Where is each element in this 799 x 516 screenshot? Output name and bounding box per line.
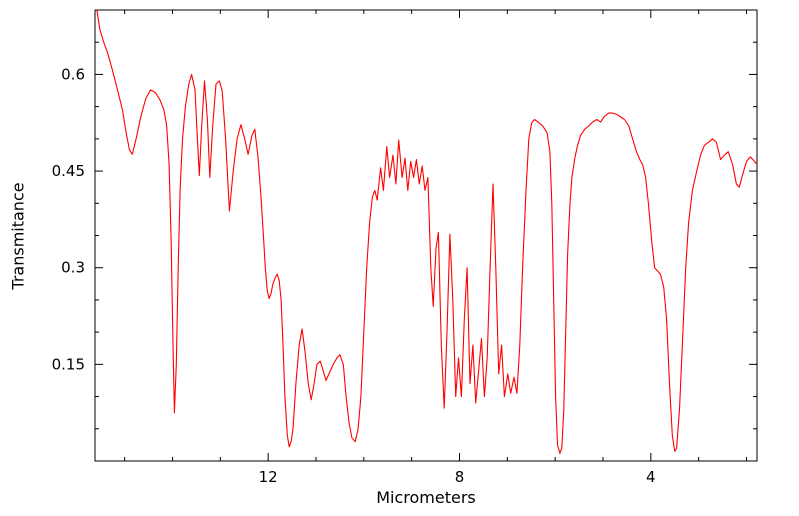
y-tick-label: 0.15	[52, 355, 85, 373]
y-tick-label: 0.45	[52, 162, 85, 180]
x-axis-label: Micrometers	[376, 488, 476, 507]
x-tick-label: 4	[646, 468, 656, 486]
plot-border	[94, 9, 758, 462]
y-tick-label: 0.6	[61, 65, 85, 83]
transmittance-spectrum-line	[96, 9, 758, 454]
x-tick-label: 8	[455, 468, 465, 486]
y-axis-label: Transmitance	[8, 182, 28, 290]
x-tick-label: 12	[259, 468, 278, 486]
y-tick-label: 0.3	[61, 259, 85, 277]
